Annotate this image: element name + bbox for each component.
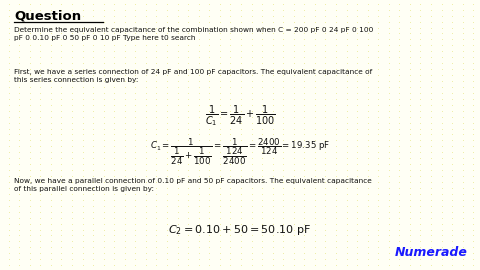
Text: Question: Question — [14, 9, 82, 22]
Text: $C_2 = 0.10 + 50 = 50.10\ \mathrm{pF}$: $C_2 = 0.10 + 50 = 50.10\ \mathrm{pF}$ — [168, 223, 312, 237]
Text: $\dfrac{1}{C_1} = \dfrac{1}{24} + \dfrac{1}{100}$: $\dfrac{1}{C_1} = \dfrac{1}{24} + \dfrac… — [204, 103, 276, 128]
Text: Determine the equivalent capacitance of the combination shown when C = 200 pF 0 : Determine the equivalent capacitance of … — [14, 27, 374, 41]
Text: First, we have a series connection of 24 pF and 100 pF capacitors. The equivalen: First, we have a series connection of 24… — [14, 69, 372, 83]
Text: Numerade: Numerade — [395, 246, 468, 259]
Text: $C_1 = \dfrac{1}{\dfrac{1}{24} + \dfrac{1}{100}} = \dfrac{1}{\dfrac{124}{2400}} : $C_1 = \dfrac{1}{\dfrac{1}{24} + \dfrac{… — [150, 136, 330, 167]
Text: Now, we have a parallel connection of 0.10 pF and 50 pF capacitors. The equivale: Now, we have a parallel connection of 0.… — [14, 178, 372, 193]
